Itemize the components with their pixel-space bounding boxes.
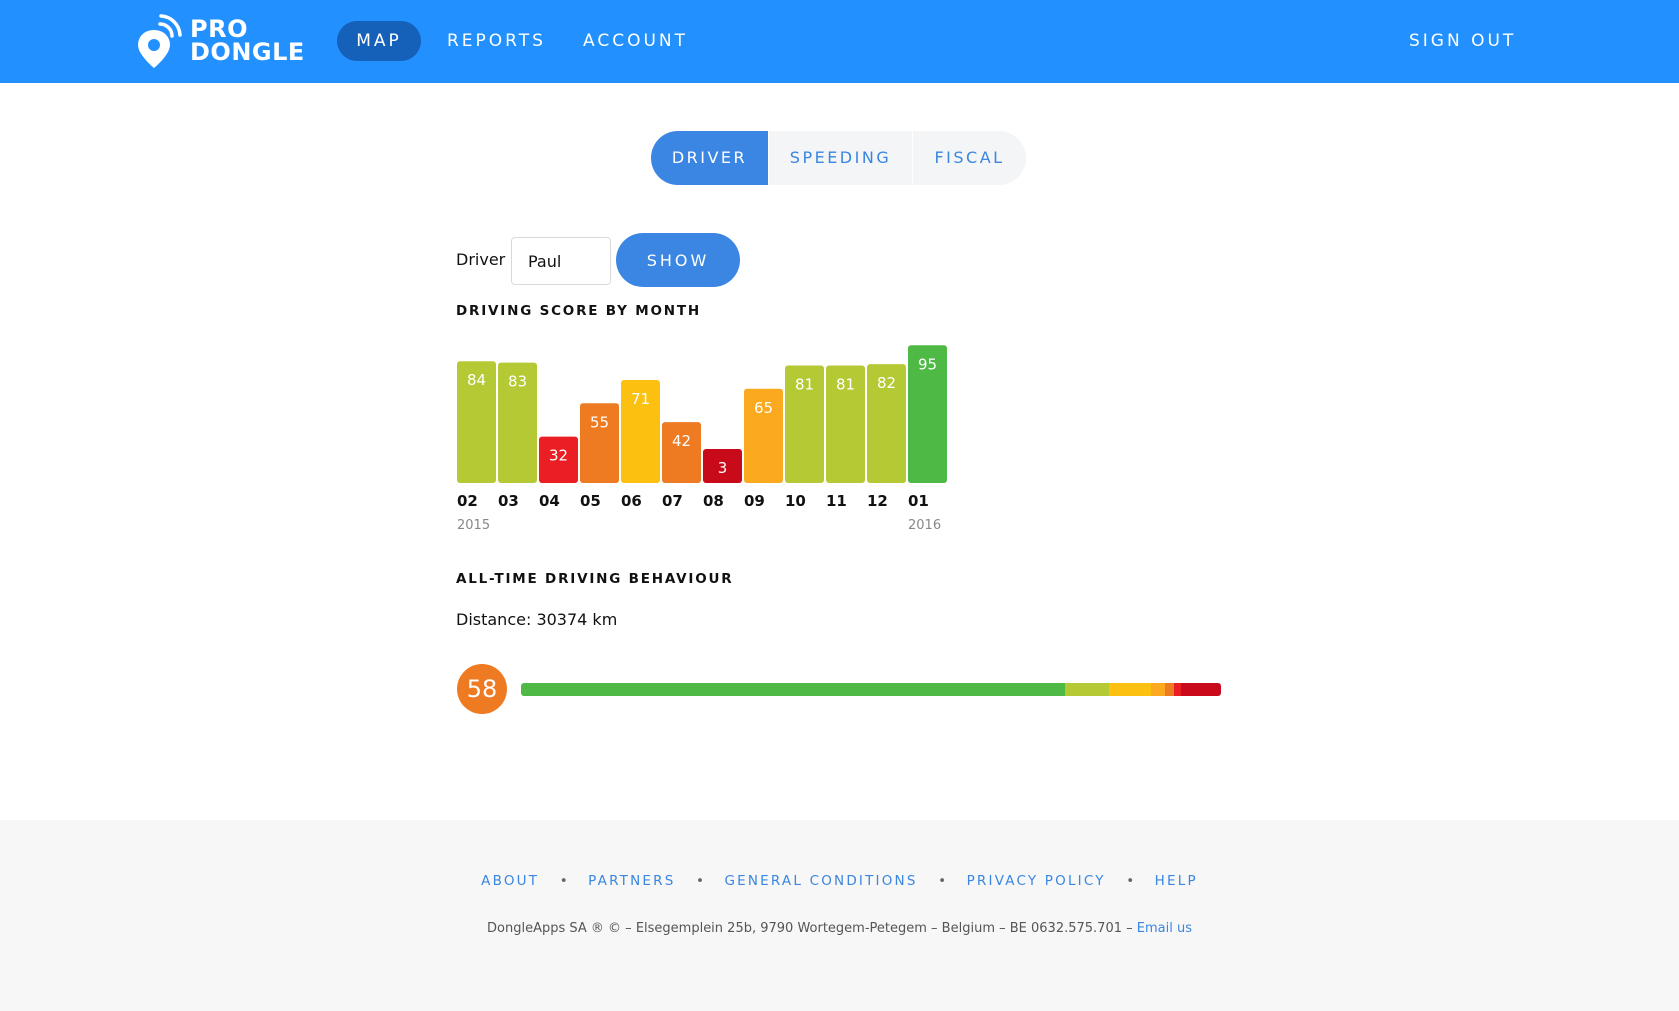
month-tick-label: 02 <box>457 492 478 510</box>
footer: ABOUT • PARTNERS • GENERAL CONDITIONS • … <box>0 820 1679 1011</box>
footer-link-partners[interactable]: PARTNERS <box>588 873 676 889</box>
score-bar-03[interactable] <box>498 362 537 483</box>
logo-line-1: PRO <box>190 15 248 43</box>
behaviour-segment <box>1164 683 1175 696</box>
prodongle-logo[interactable]: PRO DONGLE <box>136 10 306 70</box>
logo-text: PRO DONGLE <box>190 15 305 66</box>
tab-divider <box>912 131 913 185</box>
score-bar-09[interactable] <box>744 388 783 483</box>
driver-label: Driver : <box>456 250 516 269</box>
footer-links: ABOUT • PARTNERS • GENERAL CONDITIONS • … <box>0 873 1679 889</box>
score-bar-05[interactable] <box>580 403 619 483</box>
footer-link-about[interactable]: ABOUT <box>481 873 540 889</box>
footer-separator: • <box>696 873 704 889</box>
bar-value-label: 65 <box>754 399 773 417</box>
month-tick-label: 04 <box>539 492 560 510</box>
score-bar-04[interactable] <box>539 436 578 483</box>
score-bar-01[interactable] <box>908 345 947 483</box>
score-bar-02[interactable] <box>457 361 496 483</box>
bar-value-label: 82 <box>877 374 896 392</box>
score-bar-11[interactable] <box>826 365 865 483</box>
month-tick-label: 11 <box>826 492 847 510</box>
year-label: 2015 <box>457 518 490 533</box>
bar-value-label: 55 <box>590 413 609 431</box>
month-tick-label: 08 <box>703 492 724 510</box>
nav-map[interactable]: MAP <box>337 21 421 61</box>
month-tick-label: 06 <box>621 492 642 510</box>
behaviour-segment <box>1174 683 1182 696</box>
score-bar-12[interactable] <box>867 364 906 483</box>
email-us-link[interactable]: Email us <box>1136 921 1192 936</box>
overall-score-badge: 58 <box>457 664 507 714</box>
month-tick-label: 09 <box>744 492 765 510</box>
month-tick-label: 10 <box>785 492 806 510</box>
behaviour-segment <box>1150 683 1165 696</box>
bar-value-label: 32 <box>549 447 568 465</box>
copyright-text: DongleApps SA ® © – Elsegemplein 25b, 97… <box>487 921 1137 936</box>
behaviour-title: ALL-TIME DRIVING BEHAVIOUR <box>456 571 734 587</box>
bar-value-label: 71 <box>631 390 650 408</box>
bar-value-label: 95 <box>918 355 937 373</box>
score-bar-06[interactable] <box>621 380 660 483</box>
bar-value-label: 81 <box>795 376 814 394</box>
behaviour-segment <box>1108 683 1151 696</box>
score-bar-07[interactable] <box>662 422 701 483</box>
behaviour-segment <box>1181 683 1221 696</box>
footer-copyright: DongleApps SA ® © – Elsegemplein 25b, 97… <box>0 921 1679 936</box>
footer-separator: • <box>938 873 947 889</box>
behaviour-segment <box>1064 683 1109 696</box>
score-bar-08[interactable] <box>703 449 742 483</box>
month-tick-label: 12 <box>867 492 888 510</box>
footer-link-help[interactable]: HELP <box>1154 873 1198 889</box>
nav-reports[interactable]: REPORTS <box>447 31 546 51</box>
month-tick-label: 05 <box>580 492 601 510</box>
behaviour-distribution-bar <box>521 683 1221 696</box>
footer-separator: • <box>1126 873 1135 889</box>
driver-input[interactable] <box>511 237 611 285</box>
logo-line-2: DONGLE <box>190 38 305 66</box>
driving-score-chart: 84 02 83 03 32 04 55 05 71 06 42 07 3 08 65 09 81 10 81 11 8… <box>457 345 947 533</box>
month-tick-label: 03 <box>498 492 519 510</box>
show-button[interactable]: SHOW <box>616 233 740 287</box>
distance-text: Distance: 30374 km <box>456 610 618 629</box>
year-label: 2016 <box>908 518 941 533</box>
footer-link-general-conditions[interactable]: GENERAL CONDITIONS <box>724 873 918 889</box>
bar-value-label: 84 <box>467 371 486 389</box>
tab-driver[interactable]: DRIVER <box>651 131 768 185</box>
score-bar-10[interactable] <box>785 365 824 483</box>
top-navbar: PRO DONGLE MAP REPORTS ACCOUNT SIGN OUT <box>0 0 1679 83</box>
month-tick-label: 07 <box>662 492 683 510</box>
month-tick-label: 01 <box>908 492 929 510</box>
tab-speeding[interactable]: SPEEDING <box>789 148 892 167</box>
tab-divider <box>768 131 769 185</box>
nav-account[interactable]: ACCOUNT <box>583 31 688 51</box>
bar-value-label: 81 <box>836 376 855 394</box>
tab-fiscal[interactable]: FISCAL <box>934 148 1005 167</box>
footer-link-privacy-policy[interactable]: PRIVACY POLICY <box>966 873 1106 889</box>
report-tabs: DRIVER SPEEDING FISCAL <box>651 131 1026 185</box>
driving-score-title: DRIVING SCORE BY MONTH <box>456 303 701 319</box>
behaviour-segment <box>521 683 1065 696</box>
bar-value-label: 42 <box>672 432 691 450</box>
footer-separator: • <box>559 873 568 889</box>
bar-value-label: 83 <box>508 373 527 391</box>
sign-out-link[interactable]: SIGN OUT <box>1409 31 1517 51</box>
bar-value-label: 3 <box>718 459 728 477</box>
location-signal-icon <box>138 14 182 68</box>
